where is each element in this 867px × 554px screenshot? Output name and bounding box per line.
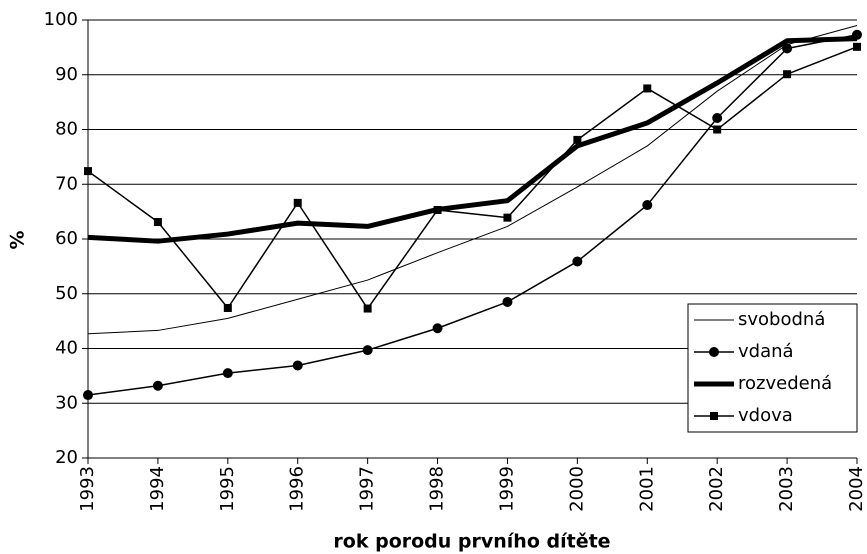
x-tick-label: 1999	[496, 466, 517, 512]
marker	[712, 113, 723, 124]
series-line	[87, 46, 858, 310]
x-tick-label: 1995	[217, 466, 238, 512]
marker	[573, 135, 582, 144]
y-tick-label: 80	[55, 119, 78, 140]
x-tick-label: 2001	[636, 466, 657, 512]
y-tick-label: 30	[55, 392, 78, 413]
y-tick-label: 40	[55, 338, 78, 359]
x-tick-label: 1993	[77, 466, 98, 512]
marker	[433, 205, 442, 214]
series-line	[87, 36, 858, 244]
marker	[502, 296, 513, 307]
x-tick-label: 2003	[776, 466, 797, 512]
marker	[783, 70, 792, 79]
legend-label: rozvedená	[738, 373, 832, 394]
marker	[432, 323, 443, 334]
marker	[709, 347, 719, 357]
x-tick-label: 1994	[147, 466, 168, 512]
marker	[363, 304, 372, 313]
marker	[710, 412, 718, 420]
series-line	[87, 34, 858, 396]
marker	[292, 360, 303, 371]
marker	[293, 198, 302, 207]
marker	[152, 380, 163, 391]
y-axis-title: %	[7, 230, 29, 249]
legend-label: vdaná	[738, 341, 794, 362]
x-tick-label: 2004	[846, 466, 867, 512]
legend-label: svobodná	[738, 309, 825, 330]
x-axis-title: rok porodu prvního dítěte	[333, 531, 610, 553]
legend-label: vdova	[738, 405, 793, 426]
marker	[642, 200, 653, 211]
marker	[362, 345, 373, 356]
y-tick-label: 100	[44, 9, 78, 30]
marker	[572, 256, 583, 267]
marker	[223, 303, 232, 312]
x-tick-label: 2002	[706, 466, 727, 512]
y-tick-label: 60	[55, 228, 78, 249]
x-tick-label: 2000	[566, 466, 587, 512]
x-tick-label: 1997	[357, 466, 378, 512]
marker	[643, 84, 652, 93]
legend-box	[687, 303, 858, 433]
marker	[782, 43, 793, 54]
series-line	[87, 24, 858, 335]
marker	[503, 213, 512, 222]
y-tick-label: 70	[55, 173, 78, 194]
x-tick-label: 1996	[287, 466, 308, 512]
marker	[83, 390, 93, 401]
marker	[153, 218, 162, 227]
y-tick-label: 50	[55, 283, 78, 304]
y-tick-label: 20	[55, 447, 78, 468]
marker	[853, 42, 861, 51]
marker	[84, 167, 92, 176]
y-tick-label: 90	[55, 64, 78, 85]
marker	[222, 368, 233, 379]
x-tick-label: 1998	[427, 466, 448, 512]
marker	[713, 125, 722, 134]
